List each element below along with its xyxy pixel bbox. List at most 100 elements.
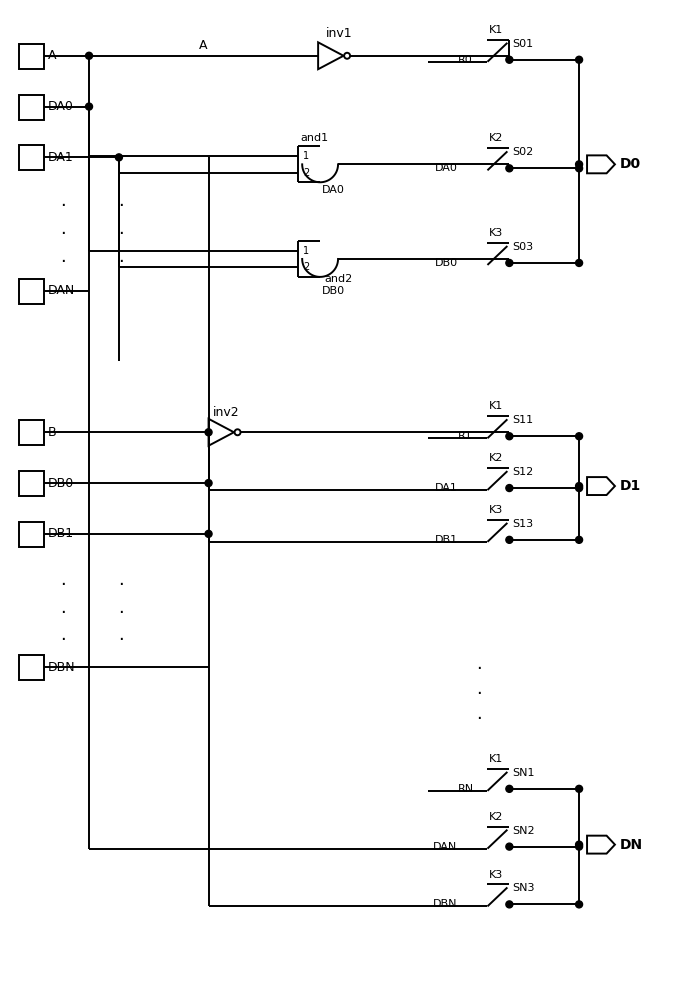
Text: .: . [477,705,482,723]
Text: SN1: SN1 [512,768,535,778]
Text: 2: 2 [303,262,310,272]
Circle shape [575,901,582,908]
Circle shape [575,483,582,490]
Text: DB1: DB1 [435,535,458,545]
Circle shape [506,785,513,792]
Text: .: . [60,192,66,210]
Circle shape [575,56,582,63]
Text: D1: D1 [620,479,641,493]
Bar [20,44,44,69]
Text: inv2: inv2 [212,406,239,419]
Text: A: A [48,49,57,62]
Text: .: . [60,626,66,644]
Text: K1: K1 [489,25,503,35]
Text: .: . [477,680,482,698]
Text: R1: R1 [458,431,473,441]
Text: K3: K3 [489,870,503,880]
Circle shape [506,165,513,172]
Text: .: . [118,626,124,644]
Text: .: . [118,248,124,266]
Text: DA1: DA1 [435,483,458,493]
Circle shape [115,154,122,161]
Circle shape [506,485,513,492]
Text: DA0: DA0 [48,100,74,113]
Text: .: . [60,248,66,266]
Text: B: B [48,426,57,439]
Text: R0: R0 [458,55,473,65]
Circle shape [506,259,513,266]
Text: .: . [118,599,124,617]
Text: 2: 2 [303,168,310,178]
Text: .: . [477,655,482,673]
Text: D0: D0 [620,157,641,171]
Text: K3: K3 [489,505,503,515]
Text: K2: K2 [489,133,503,143]
Text: DB0: DB0 [322,286,345,296]
Circle shape [575,485,582,492]
Text: DB0: DB0 [48,477,75,490]
Text: .: . [118,192,124,210]
Text: .: . [60,599,66,617]
Circle shape [506,901,513,908]
Text: S11: S11 [512,415,533,425]
Circle shape [506,433,513,440]
Circle shape [575,259,582,266]
Text: S03: S03 [512,242,533,252]
Bar [20,471,44,496]
Text: S12: S12 [512,467,533,477]
Circle shape [506,843,513,850]
Circle shape [575,841,582,848]
Circle shape [85,103,92,110]
Text: DBN: DBN [48,661,75,674]
Circle shape [235,429,240,435]
Text: DAN: DAN [48,284,75,297]
Text: SN2: SN2 [512,826,535,836]
Text: and1: and1 [300,133,329,143]
Text: S01: S01 [512,39,533,49]
Bar [20,95,44,120]
Text: RN: RN [458,784,474,794]
Text: .: . [60,220,66,238]
Text: K1: K1 [489,401,503,411]
Circle shape [506,56,513,63]
Text: DA1: DA1 [48,151,74,164]
Bar [20,420,44,445]
Circle shape [205,429,212,436]
Text: DN: DN [620,838,643,852]
Circle shape [205,480,212,487]
Text: S13: S13 [512,519,533,529]
Circle shape [575,536,582,543]
Text: .: . [118,571,124,589]
Text: DB0: DB0 [435,258,458,268]
Text: DAN: DAN [433,842,458,852]
Circle shape [575,433,582,440]
Text: and2: and2 [324,274,352,284]
Bar [20,145,44,170]
Text: DA0: DA0 [322,185,345,195]
Text: 1: 1 [303,246,310,256]
Circle shape [344,53,350,59]
Text: SN3: SN3 [512,883,535,893]
Text: K1: K1 [489,754,503,764]
Text: S02: S02 [512,147,533,157]
Circle shape [575,843,582,850]
Bar [20,279,44,304]
Bar [20,522,44,547]
Circle shape [575,161,582,168]
Text: DBN: DBN [433,899,458,909]
Circle shape [506,536,513,543]
Circle shape [205,530,212,537]
Text: DB1: DB1 [48,527,74,540]
Circle shape [575,165,582,172]
Circle shape [85,52,92,59]
Bar [20,655,44,680]
Text: .: . [118,220,124,238]
Circle shape [575,785,582,792]
Text: K3: K3 [489,228,503,238]
Text: inv1: inv1 [326,27,353,40]
Text: 1: 1 [303,151,310,161]
Text: K2: K2 [489,812,503,822]
Text: .: . [60,571,66,589]
Text: A: A [199,39,208,52]
Text: K2: K2 [489,453,503,463]
